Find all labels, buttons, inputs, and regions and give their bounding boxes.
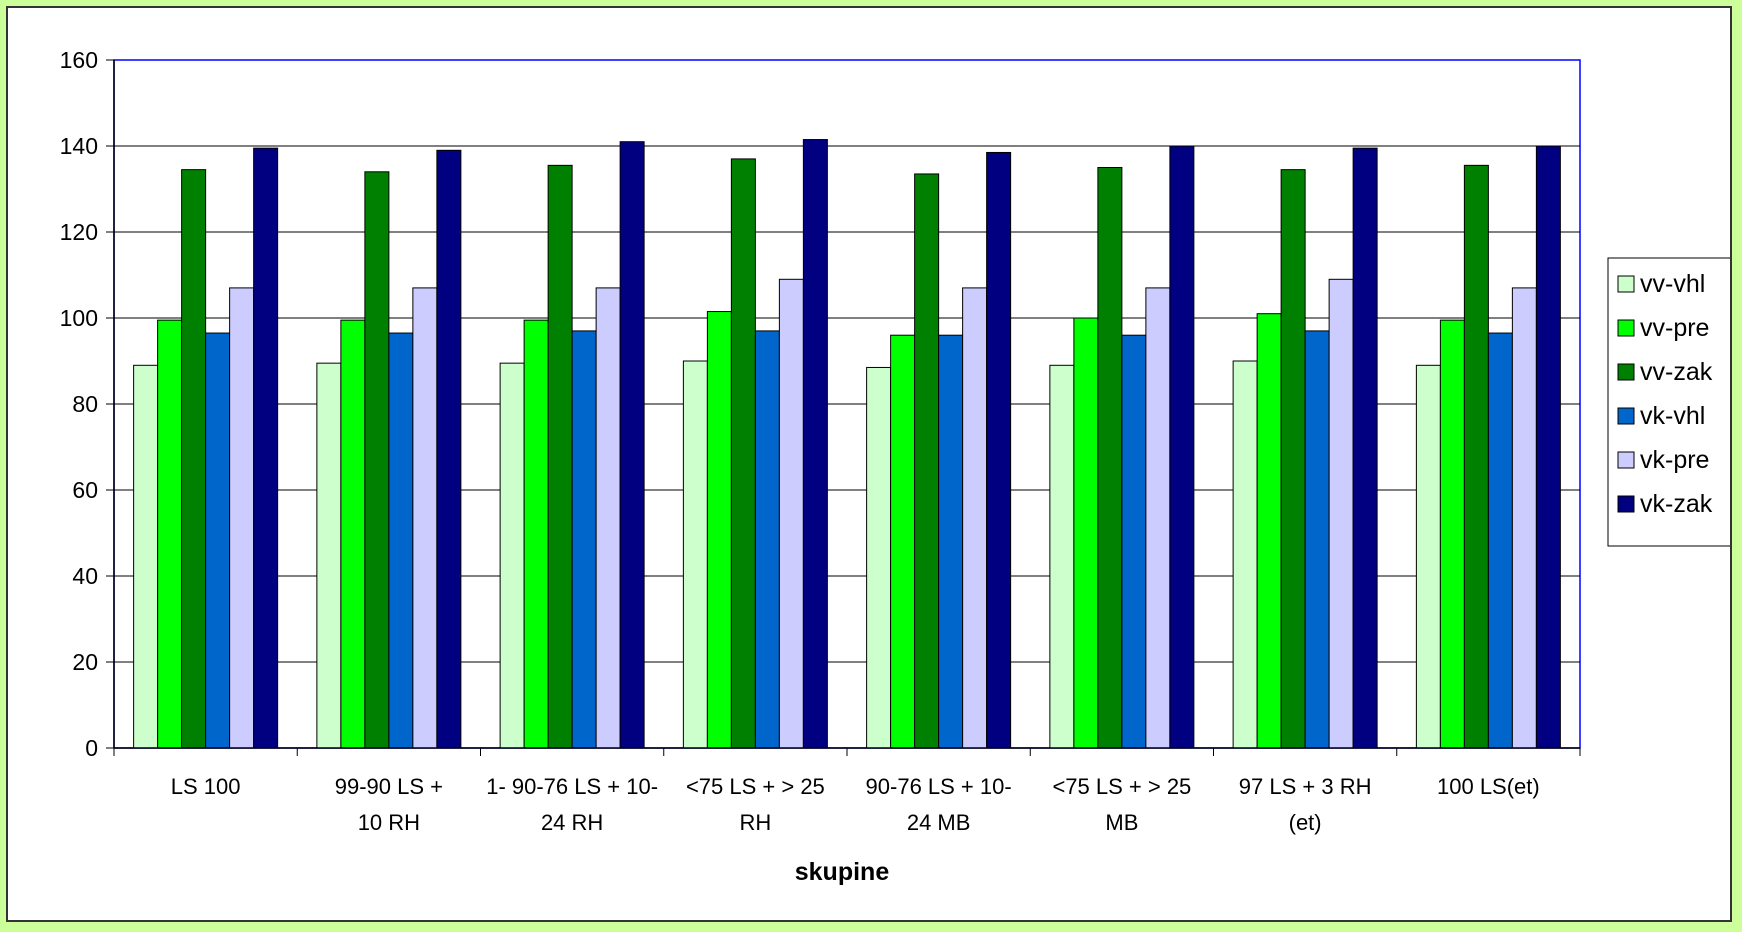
y-tick-label: 20	[72, 649, 98, 675]
chart-frame: 0 20 40 60 80 100 120 140 160 LS 100 99-90 LS + 10…	[6, 6, 1732, 922]
bar-vk-vhl-7	[1487, 332, 1513, 749]
x-category-label: 90-76 LS + 10-	[866, 774, 1012, 799]
y-tick-label: 0	[85, 735, 98, 761]
legend-label-vv-vhl: vv-vhl	[1640, 270, 1705, 298]
bar-vv-pre-1	[340, 319, 366, 749]
bar-vv-pre-5	[1073, 317, 1099, 749]
bar-vk-zak-5	[1169, 145, 1195, 749]
legend-label-vv-pre: vv-pre	[1640, 314, 1709, 342]
x-category-label: 1- 90-76 LS + 10-	[486, 774, 658, 799]
bar-vk-pre-4	[962, 287, 988, 749]
x-category-label: MB	[1105, 810, 1138, 835]
bar-vk-pre-0	[229, 287, 255, 749]
bar-vk-pre-6	[1328, 278, 1354, 749]
bar-vk-pre-7	[1511, 287, 1537, 749]
bar-vv-vhl-1	[316, 362, 342, 749]
bars	[133, 139, 1561, 749]
y-axis-ticks: 0 20 40 60 80 100 120 140 160	[60, 47, 114, 761]
bar-vv-vhl-2	[499, 362, 525, 749]
y-tick-label: 120	[60, 219, 98, 245]
bar-vv-pre-3	[706, 311, 732, 749]
bar-vv-pre-6	[1256, 313, 1282, 749]
x-category-label: 100 LS(et)	[1437, 774, 1540, 799]
bar-vv-vhl-3	[682, 360, 708, 749]
legend-swatch-vk-zak	[1617, 495, 1635, 513]
bar-vk-vhl-3	[754, 330, 780, 749]
bar-vv-zak-4	[914, 173, 940, 749]
bar-vk-vhl-4	[938, 334, 964, 749]
bar-vv-zak-3	[730, 158, 756, 749]
bar-vv-pre-0	[157, 319, 183, 749]
legend-swatch-vv-pre	[1617, 319, 1635, 337]
bar-vv-vhl-6	[1232, 360, 1258, 749]
bar-vv-pre-2	[523, 319, 549, 749]
bar-vv-pre-4	[890, 334, 916, 749]
bar-vk-vhl-2	[571, 330, 597, 749]
x-axis-ticks: LS 100 99-90 LS + 10 RH 1- 90-76 LS + 10- 24…	[113, 748, 1581, 835]
legend-label-vk-zak: vk-zak	[1640, 490, 1713, 518]
y-tick-label: 140	[60, 133, 98, 159]
y-tick-label: 40	[72, 563, 98, 589]
bar-vk-zak-0	[253, 147, 279, 749]
bar-vv-vhl-0	[133, 364, 159, 749]
bar-vv-vhl-5	[1049, 364, 1075, 749]
legend-label-vk-vhl: vk-vhl	[1640, 402, 1705, 430]
legend-swatch-vk-pre	[1617, 451, 1635, 469]
legend-swatch-vk-vhl	[1617, 407, 1635, 425]
legend: vv-vhl vv-pre vv-zak vk-vhl vk-pre vk-zak	[1607, 257, 1730, 547]
y-tick-label: 160	[60, 47, 98, 73]
y-tick-label: 60	[72, 477, 98, 503]
x-category-label: 24 RH	[541, 810, 603, 835]
bar-vv-zak-2	[547, 164, 573, 749]
bar-vv-pre-7	[1439, 319, 1465, 749]
bar-vv-zak-6	[1280, 169, 1306, 749]
y-tick-label: 80	[72, 391, 98, 417]
bar-vk-vhl-1	[388, 332, 414, 749]
bar-vv-zak-0	[181, 169, 207, 749]
bar-chart: 0 20 40 60 80 100 120 140 160 LS 100 99-90 LS + 10…	[60, 47, 1730, 886]
bar-vk-zak-3	[802, 139, 828, 749]
bar-vv-vhl-7	[1415, 364, 1441, 749]
x-category-label: RH	[739, 810, 771, 835]
bar-vk-zak-4	[986, 151, 1012, 749]
bar-vv-zak-5	[1097, 167, 1123, 749]
bar-vv-vhl-4	[866, 366, 892, 749]
x-category-label: <75 LS + > 25	[686, 774, 825, 799]
bar-vk-zak-7	[1535, 145, 1561, 749]
bar-vk-vhl-0	[205, 332, 231, 749]
x-axis-title: skupine	[795, 858, 890, 886]
bar-vk-zak-2	[619, 141, 645, 749]
x-category-label: 99-90 LS +	[335, 774, 443, 799]
bar-vk-pre-1	[412, 287, 438, 749]
bar-vk-pre-2	[595, 287, 621, 749]
bar-vk-pre-5	[1145, 287, 1171, 749]
bar-vk-pre-3	[778, 278, 804, 749]
x-category-label: <75 LS + > 25	[1052, 774, 1191, 799]
bar-vk-vhl-5	[1121, 334, 1147, 749]
bar-vk-vhl-6	[1304, 330, 1330, 749]
y-tick-label: 100	[60, 305, 98, 331]
x-category-label: (et)	[1289, 810, 1322, 835]
x-category-label: LS 100	[171, 774, 241, 799]
bar-vk-zak-1	[436, 149, 462, 749]
x-category-label: 97 LS + 3 RH	[1239, 774, 1372, 799]
bar-vk-zak-6	[1352, 147, 1378, 749]
bar-vv-zak-7	[1463, 164, 1489, 749]
legend-swatch-vv-zak	[1617, 363, 1635, 381]
x-category-label: 24 MB	[907, 810, 971, 835]
x-category-label: 10 RH	[358, 810, 420, 835]
legend-swatch-vv-vhl	[1617, 275, 1635, 293]
legend-label-vk-pre: vk-pre	[1640, 446, 1709, 474]
bar-vv-zak-1	[364, 171, 390, 749]
legend-label-vv-zak: vv-zak	[1640, 358, 1713, 386]
